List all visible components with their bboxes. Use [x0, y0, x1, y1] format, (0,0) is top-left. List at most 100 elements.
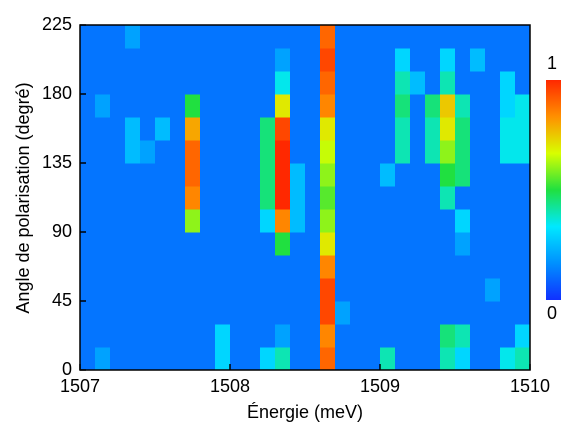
heatmap-cell — [215, 140, 231, 164]
heatmap-cell — [335, 324, 351, 348]
heatmap-cell — [260, 48, 276, 72]
heatmap-cell — [500, 347, 516, 371]
heatmap-cell — [170, 186, 186, 210]
heatmap-cell — [320, 25, 336, 49]
heatmap-cell — [305, 324, 321, 348]
heatmap-cell — [305, 301, 321, 325]
heatmap-cell — [470, 117, 486, 141]
heatmap-cell — [365, 48, 381, 72]
heatmap-cell — [110, 94, 126, 118]
x-tick-label: 1510 — [510, 376, 550, 396]
heatmap-cell — [260, 278, 276, 302]
heatmap-cell — [455, 71, 471, 95]
heatmap-cell — [455, 163, 471, 187]
heatmap-cell — [410, 71, 426, 95]
heatmap-cell — [485, 48, 501, 72]
heatmap-cell — [245, 347, 261, 371]
heatmap-cell — [245, 25, 261, 49]
heatmap-cell — [485, 278, 501, 302]
heatmap-cell — [200, 255, 216, 279]
heatmap-cell — [140, 301, 156, 325]
heatmap-cell — [200, 163, 216, 187]
heatmap-cell — [395, 71, 411, 95]
heatmap-cell — [185, 163, 201, 187]
heatmap-cell — [365, 209, 381, 233]
heatmap-cell — [515, 347, 531, 371]
heatmap-cell — [425, 140, 441, 164]
heatmap-cell — [425, 278, 441, 302]
heatmap-cell — [350, 186, 366, 210]
heatmap-cell — [500, 163, 516, 187]
heatmap-cell — [185, 255, 201, 279]
heatmap-cell — [215, 48, 231, 72]
heatmap-cell — [485, 140, 501, 164]
heatmap-cell — [275, 301, 291, 325]
heatmap-cell — [110, 209, 126, 233]
heatmap-cell — [425, 301, 441, 325]
heatmap-cell — [95, 25, 111, 49]
heatmap-cell — [455, 140, 471, 164]
heatmap-cell — [395, 140, 411, 164]
heatmap-cell — [245, 278, 261, 302]
heatmap-cell — [470, 163, 486, 187]
heatmap-cell — [440, 140, 456, 164]
heatmap-cell — [80, 140, 96, 164]
heatmap-cell — [200, 186, 216, 210]
heatmap-cell — [350, 232, 366, 256]
heatmap-cell — [335, 347, 351, 371]
heatmap-cell — [155, 94, 171, 118]
plot-frame — [79, 24, 531, 371]
heatmap-cell — [245, 301, 261, 325]
heatmap-cell — [335, 301, 351, 325]
heatmap-cell — [230, 117, 246, 141]
heatmap-cell — [215, 25, 231, 49]
heatmap-cell — [425, 347, 441, 371]
heatmap-cell — [230, 186, 246, 210]
heatmap-cell — [290, 186, 306, 210]
heatmap-cell — [485, 163, 501, 187]
heatmap-cell — [230, 278, 246, 302]
heatmap-cell — [170, 209, 186, 233]
heatmap-cell — [515, 25, 531, 49]
heatmap-cell — [125, 163, 141, 187]
heatmap-cell — [155, 117, 171, 141]
heatmap-cell — [365, 324, 381, 348]
heatmap-cell — [365, 94, 381, 118]
heatmap-cell — [110, 48, 126, 72]
heatmap-cell — [260, 117, 276, 141]
heatmap-cell — [425, 117, 441, 141]
heatmap-cell — [185, 117, 201, 141]
heatmap-cell — [260, 94, 276, 118]
heatmap-cell — [455, 255, 471, 279]
heatmap-cell — [230, 140, 246, 164]
heatmap-cell — [515, 255, 531, 279]
heatmap-cell — [260, 209, 276, 233]
heatmap-cell — [80, 324, 96, 348]
heatmap-cell — [80, 278, 96, 302]
heatmap-cell — [365, 117, 381, 141]
heatmap-cell — [470, 324, 486, 348]
heatmap-cell — [305, 48, 321, 72]
heatmap-cell — [425, 25, 441, 49]
heatmap-cell — [110, 324, 126, 348]
heatmap-cell — [200, 278, 216, 302]
heatmap-cell — [470, 278, 486, 302]
heatmap-cell — [290, 278, 306, 302]
heatmap-cell — [185, 278, 201, 302]
heatmap-cell — [380, 209, 396, 233]
heatmap-cell — [140, 163, 156, 187]
heatmap-cell — [230, 324, 246, 348]
heatmap-cell — [395, 117, 411, 141]
heatmap-cell — [95, 48, 111, 72]
heatmap-cell — [425, 209, 441, 233]
heatmap-cell — [125, 278, 141, 302]
heatmap-cell — [275, 278, 291, 302]
heatmap-cell — [155, 255, 171, 279]
heatmap-cell — [455, 301, 471, 325]
heatmap-cell — [275, 209, 291, 233]
heatmap-cell — [500, 94, 516, 118]
heatmap-cell — [170, 163, 186, 187]
heatmap-cell — [275, 347, 291, 371]
heatmap-cell — [395, 324, 411, 348]
heatmap-cell — [125, 140, 141, 164]
